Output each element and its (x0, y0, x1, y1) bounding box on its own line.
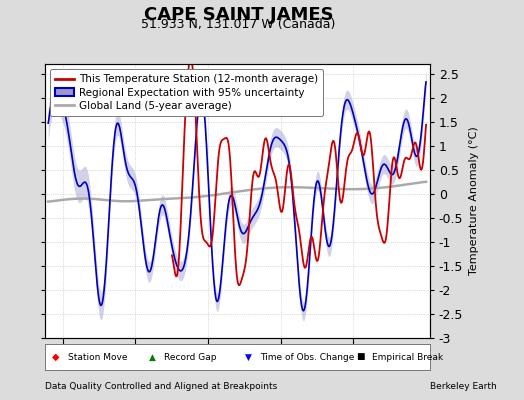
Text: 51.933 N, 131.017 W (Canada): 51.933 N, 131.017 W (Canada) (141, 18, 335, 31)
Text: Data Quality Controlled and Aligned at Breakpoints: Data Quality Controlled and Aligned at B… (45, 382, 277, 391)
Text: ◆: ◆ (52, 352, 60, 362)
Text: ■: ■ (356, 352, 365, 362)
Legend: This Temperature Station (12-month average), Regional Expectation with 95% uncer: This Temperature Station (12-month avera… (50, 69, 323, 116)
Text: ▲: ▲ (148, 352, 156, 362)
Text: Record Gap: Record Gap (164, 352, 216, 362)
Text: Berkeley Earth: Berkeley Earth (430, 382, 496, 391)
Text: ▼: ▼ (245, 352, 252, 362)
Y-axis label: Temperature Anomaly (°C): Temperature Anomaly (°C) (469, 127, 479, 275)
Text: Station Move: Station Move (68, 352, 127, 362)
Text: Empirical Break: Empirical Break (372, 352, 443, 362)
Text: CAPE SAINT JAMES: CAPE SAINT JAMES (144, 6, 333, 24)
Text: Time of Obs. Change: Time of Obs. Change (260, 352, 355, 362)
